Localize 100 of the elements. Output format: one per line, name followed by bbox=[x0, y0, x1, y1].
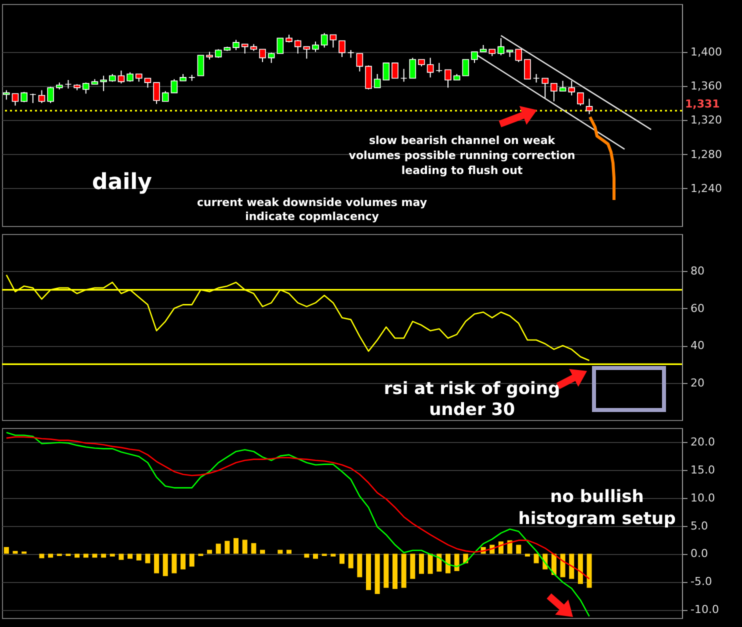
candlestick bbox=[462, 59, 470, 76]
candlestick bbox=[197, 54, 204, 76]
y-tick-label: 5.0 bbox=[690, 519, 708, 532]
candlestick bbox=[365, 64, 372, 90]
bar bbox=[234, 538, 239, 554]
bar bbox=[48, 554, 54, 558]
bar bbox=[172, 554, 177, 574]
candlestick bbox=[276, 38, 284, 54]
bar bbox=[118, 554, 124, 560]
candlestick bbox=[294, 39, 302, 54]
bar bbox=[145, 554, 150, 564]
bar bbox=[251, 543, 256, 554]
bar bbox=[428, 554, 433, 574]
bar bbox=[162, 554, 168, 576]
bar bbox=[534, 554, 539, 564]
candlestick bbox=[356, 53, 364, 72]
bar bbox=[374, 554, 380, 594]
bar bbox=[304, 554, 310, 558]
candlestick bbox=[320, 32, 328, 48]
bar bbox=[340, 554, 344, 564]
candlestick bbox=[426, 57, 434, 78]
candlestick bbox=[232, 39, 240, 51]
y-tick-label: -5.0 bbox=[690, 575, 712, 588]
y-tick-label: 10.0 bbox=[690, 491, 715, 504]
candlestick bbox=[436, 62, 443, 73]
candlestick bbox=[118, 70, 125, 84]
candlestick bbox=[532, 74, 540, 84]
bar bbox=[207, 550, 212, 554]
candlestick bbox=[550, 82, 558, 102]
candlestick bbox=[374, 74, 381, 88]
bar bbox=[101, 554, 106, 558]
bar bbox=[313, 554, 318, 559]
bar bbox=[401, 554, 406, 588]
ref-line-label: 1,331 bbox=[685, 98, 720, 111]
bar bbox=[136, 554, 142, 560]
bar bbox=[586, 554, 592, 588]
candlestick bbox=[30, 93, 36, 104]
bar bbox=[286, 550, 292, 554]
bar bbox=[242, 540, 248, 554]
bar bbox=[418, 554, 424, 574]
candlestick bbox=[330, 34, 337, 48]
candlestick bbox=[153, 82, 160, 104]
bar bbox=[569, 554, 574, 579]
candlestick bbox=[542, 78, 549, 98]
bar bbox=[154, 554, 160, 574]
bar bbox=[92, 554, 98, 558]
y-tick-label: 60 bbox=[690, 302, 704, 315]
bar bbox=[216, 544, 221, 554]
y-tick-label: 1,240 bbox=[690, 182, 722, 195]
candlestick bbox=[382, 62, 390, 80]
candlestick bbox=[498, 38, 504, 56]
candlestick bbox=[38, 90, 46, 104]
candlestick bbox=[82, 82, 90, 94]
y-tick-label: 1,320 bbox=[690, 114, 722, 127]
candlestick bbox=[444, 69, 452, 88]
candlestick bbox=[3, 90, 10, 100]
y-tick-label: 1,400 bbox=[690, 45, 722, 58]
bar bbox=[39, 554, 44, 558]
candlestick bbox=[100, 75, 107, 92]
y-tick-label: 0.0 bbox=[690, 547, 708, 560]
y-tick-label: -10.0 bbox=[690, 603, 719, 616]
bar bbox=[357, 554, 362, 578]
bar bbox=[180, 554, 186, 570]
candlestick bbox=[577, 92, 584, 106]
candlestick bbox=[162, 90, 169, 102]
bar bbox=[128, 554, 133, 559]
y-tick-label: 1,360 bbox=[690, 79, 722, 92]
candlestick bbox=[409, 57, 416, 79]
candlestick bbox=[338, 40, 346, 58]
candlestick bbox=[515, 48, 522, 63]
bar bbox=[436, 554, 442, 572]
y-tick-label: 40 bbox=[690, 339, 704, 352]
candlestick bbox=[559, 80, 566, 92]
bar bbox=[578, 554, 583, 584]
y-tick-label: 20.0 bbox=[690, 435, 715, 448]
bar bbox=[260, 550, 266, 554]
candlestick bbox=[144, 78, 152, 88]
candlestick bbox=[568, 80, 576, 96]
bar bbox=[516, 544, 522, 554]
bar bbox=[189, 554, 194, 567]
bar bbox=[278, 550, 283, 554]
candlestick bbox=[347, 50, 354, 58]
bar bbox=[384, 554, 389, 588]
candlestick bbox=[20, 91, 28, 103]
bar bbox=[330, 554, 336, 557]
annotation: current weak downside volumes may indicate copmlacency bbox=[196, 196, 428, 223]
annotation: rsi at risk of going under 30 bbox=[384, 379, 560, 420]
bar bbox=[110, 554, 115, 557]
candlestick bbox=[170, 78, 178, 94]
y-tick-label: 15.0 bbox=[690, 463, 715, 476]
y-tick-label: 1,280 bbox=[690, 148, 722, 161]
candlestick bbox=[126, 72, 134, 82]
candlestick bbox=[400, 68, 408, 82]
annotation: slow bearish channel on weak volumes possible running correction leading to flush out bbox=[348, 134, 576, 177]
bar bbox=[83, 554, 88, 558]
text: daily bbox=[92, 170, 152, 195]
bar bbox=[454, 554, 460, 572]
candlestick bbox=[241, 44, 248, 54]
bar bbox=[74, 554, 80, 558]
bar bbox=[4, 547, 9, 554]
